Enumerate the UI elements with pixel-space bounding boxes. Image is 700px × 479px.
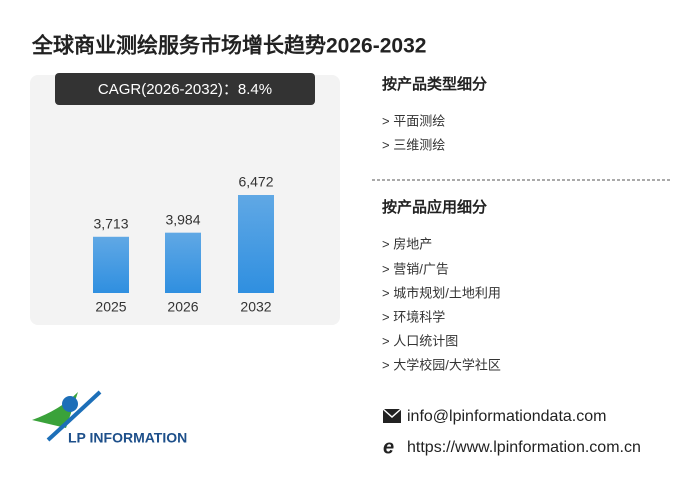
logo-text: LP INFORMATION: [68, 430, 187, 446]
email: info@lpinformationdata.com: [407, 408, 606, 425]
value-label: 3,984: [165, 211, 200, 227]
cagr-badge: [55, 73, 315, 105]
bar: [165, 232, 201, 293]
x-tick-label: 2032: [240, 299, 271, 315]
x-tick-label: 2026: [167, 299, 198, 315]
segment-item: > 三维测绘: [382, 137, 445, 152]
segment-title: 按产品应用细分: [382, 198, 487, 216]
bar: [93, 236, 129, 293]
segment-item: > 城市规划/土地利用: [382, 285, 501, 300]
bar: [238, 195, 274, 293]
value-label: 6,472: [238, 174, 273, 190]
logo-mark: [32, 390, 102, 442]
x-tick-label: 2025: [95, 299, 126, 315]
segment-item: > 环境科学: [382, 309, 445, 324]
segment-item: > 房地产: [382, 236, 432, 251]
segment-item: > 大学校园/大学社区: [382, 357, 501, 372]
chart-title: 全球商业测绘服务市场增长趋势2026-2032: [31, 34, 426, 58]
cagr-text: CAGR(2026-2032)：8.4%: [98, 81, 272, 98]
segment-item: > 人口统计图: [382, 333, 458, 348]
web-icon: e: [383, 436, 394, 458]
website: https://www.lpinformation.com.cn: [407, 439, 641, 456]
email-icon: [382, 408, 402, 423]
segment-item: > 平面测绘: [382, 113, 445, 128]
segment-title: 按产品类型细分: [382, 75, 487, 93]
value-label: 3,713: [93, 215, 128, 231]
segment-item: > 营销/广告: [382, 261, 449, 276]
